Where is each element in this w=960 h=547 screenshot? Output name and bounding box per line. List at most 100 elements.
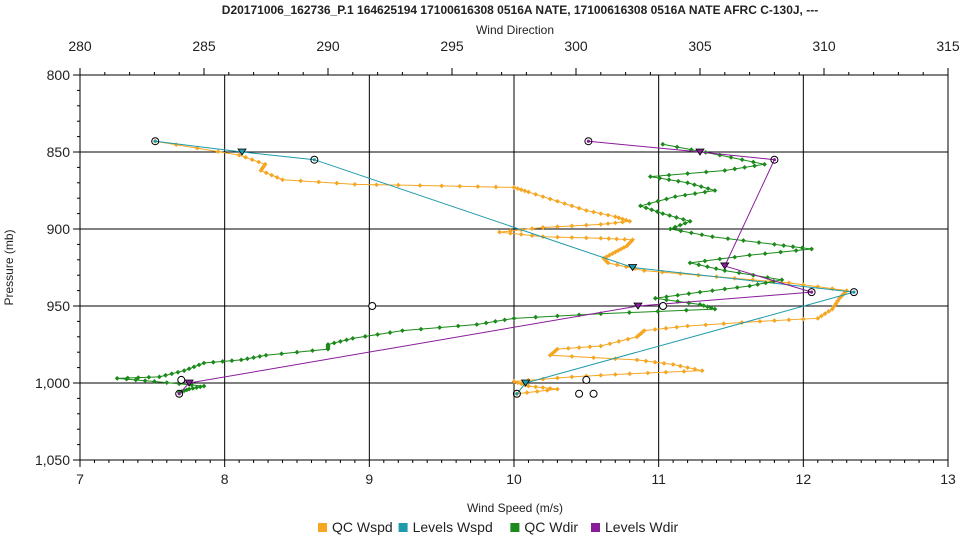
series-point-qc-wdir: [696, 262, 702, 268]
series-point-qc-wdir: [675, 178, 681, 184]
series-point-qc-wdir: [677, 222, 683, 228]
x-bottom-tick-label: 9: [365, 471, 373, 487]
series-point-qc-wspd: [663, 325, 669, 331]
series-point-qc-wspd: [612, 372, 618, 377]
series-point-qc-wspd: [262, 161, 268, 167]
series-point-qc-wspd: [540, 385, 546, 391]
series-point-qc-wdir: [164, 380, 170, 386]
series-point-levels-wdir: [770, 155, 779, 164]
series-point-qc-wspd: [533, 384, 539, 390]
series-point-qc-wspd: [565, 345, 571, 351]
y-tick-label: 800: [47, 67, 71, 83]
series-point-qc-wdir: [790, 244, 796, 250]
series-point-qc-wspd: [685, 365, 690, 370]
series-point-qc-wdir: [705, 186, 711, 191]
series-point-qc-wdir: [739, 157, 745, 163]
x-top-tick-label: 280: [68, 38, 92, 54]
series-point-levels-wdir: [807, 288, 816, 297]
series-point-qc-wdir: [664, 297, 669, 303]
series-point-qc-wspd: [674, 324, 680, 330]
series-point-qc-wspd: [540, 225, 546, 230]
series-point-qc-wdir: [687, 260, 693, 266]
series-point-qc-wdir: [474, 322, 480, 327]
series-point-qc-wspd: [634, 334, 640, 340]
series-point-qc-wdir: [742, 165, 748, 170]
series-point-qc-wspd: [663, 369, 669, 375]
series-point-qc-wspd: [439, 183, 445, 189]
open-marker: [582, 375, 591, 384]
series-point-qc-wdir: [194, 385, 199, 391]
legend-label: Levels Wspd: [413, 519, 493, 535]
series-point-qc-wspd: [515, 380, 521, 386]
series-point-qc-wdir: [483, 320, 489, 326]
series-point-qc-wdir: [722, 268, 728, 273]
series-point-qc-wspd: [534, 389, 540, 394]
legend-swatch-qc-wspd: [318, 523, 327, 532]
series-point-levels-wspd: [852, 290, 856, 294]
series-point-qc-wdir: [649, 207, 655, 213]
series-point-levels-wdir: [695, 148, 705, 156]
series-point-levels-wdir: [184, 379, 194, 387]
x-bottom-tick-label: 12: [796, 471, 812, 487]
series-point-levels-wspd: [310, 155, 319, 164]
series-point-qc-wspd: [606, 236, 612, 242]
series-point-qc-wspd: [625, 242, 631, 247]
legend-label: QC Wdir: [524, 519, 578, 535]
series-point-qc-wdir: [793, 248, 799, 253]
y-tick-label: 850: [47, 144, 71, 160]
series-point-levels-wdir: [177, 392, 181, 396]
series-point-qc-wdir: [196, 362, 202, 368]
series-point-qc-wdir: [692, 182, 697, 188]
series-point-qc-wdir: [686, 291, 692, 297]
series-point-qc-wdir: [728, 154, 734, 160]
series-point-qc-wdir: [533, 314, 539, 320]
series-point-qc-wdir: [152, 379, 157, 384]
series-point-qc-wspd: [598, 372, 604, 378]
series-point-qc-wspd: [661, 360, 667, 366]
series-point-qc-wdir: [747, 283, 752, 289]
series-point-qc-wspd: [605, 260, 611, 266]
series-point-levels-wdir: [810, 290, 814, 294]
series-point-qc-wspd: [515, 186, 521, 191]
series-point-qc-wspd: [826, 308, 832, 314]
series-point-qc-wdir: [220, 359, 225, 364]
x-bottom-axis-title: Wind Speed (m/s): [467, 501, 563, 515]
series-point-qc-wspd: [829, 306, 835, 312]
series-point-qc-wdir: [680, 216, 686, 222]
series-point-qc-wspd: [280, 177, 285, 183]
series-point-qc-wdir: [201, 360, 207, 366]
series-point-qc-wdir: [736, 270, 742, 276]
series-point-qc-wspd: [614, 262, 620, 268]
series-point-qc-wspd: [703, 322, 709, 328]
series-point-qc-wdir: [674, 144, 680, 150]
series-point-qc-wdir: [124, 376, 129, 382]
series-point-qc-wspd: [526, 383, 531, 389]
series-point-levels-wdir: [586, 139, 591, 143]
series-point-levels-wspd: [627, 264, 638, 272]
series-point-qc-wspd: [569, 374, 575, 380]
series-point-qc-wspd: [374, 182, 379, 188]
series-point-qc-wspd: [583, 222, 589, 228]
series-point-qc-wdir: [660, 141, 666, 147]
series-point-qc-wspd: [670, 362, 676, 367]
series-point-qc-wdir: [638, 203, 643, 209]
series-point-qc-wspd: [475, 184, 481, 190]
series-point-qc-wspd: [786, 317, 792, 323]
series-point-qc-wdir: [238, 357, 244, 363]
series-point-levels-wdir: [772, 158, 777, 162]
series-point-qc-wspd: [643, 358, 649, 364]
series-point-qc-wdir: [682, 220, 688, 226]
series-point-qc-wspd: [614, 236, 620, 242]
open-marker: [177, 375, 186, 384]
series-point-qc-wspd: [518, 187, 524, 193]
series-point-qc-wspd: [591, 355, 596, 360]
series-point-qc-wdir: [655, 198, 661, 204]
series-point-qc-wspd: [822, 311, 828, 317]
series-point-qc-wspd: [605, 221, 611, 227]
series-point-qc-wdir: [712, 306, 718, 312]
series-point-qc-wspd: [529, 226, 535, 232]
series-point-qc-wdir: [664, 294, 669, 300]
series-point-qc-wspd: [685, 323, 690, 329]
